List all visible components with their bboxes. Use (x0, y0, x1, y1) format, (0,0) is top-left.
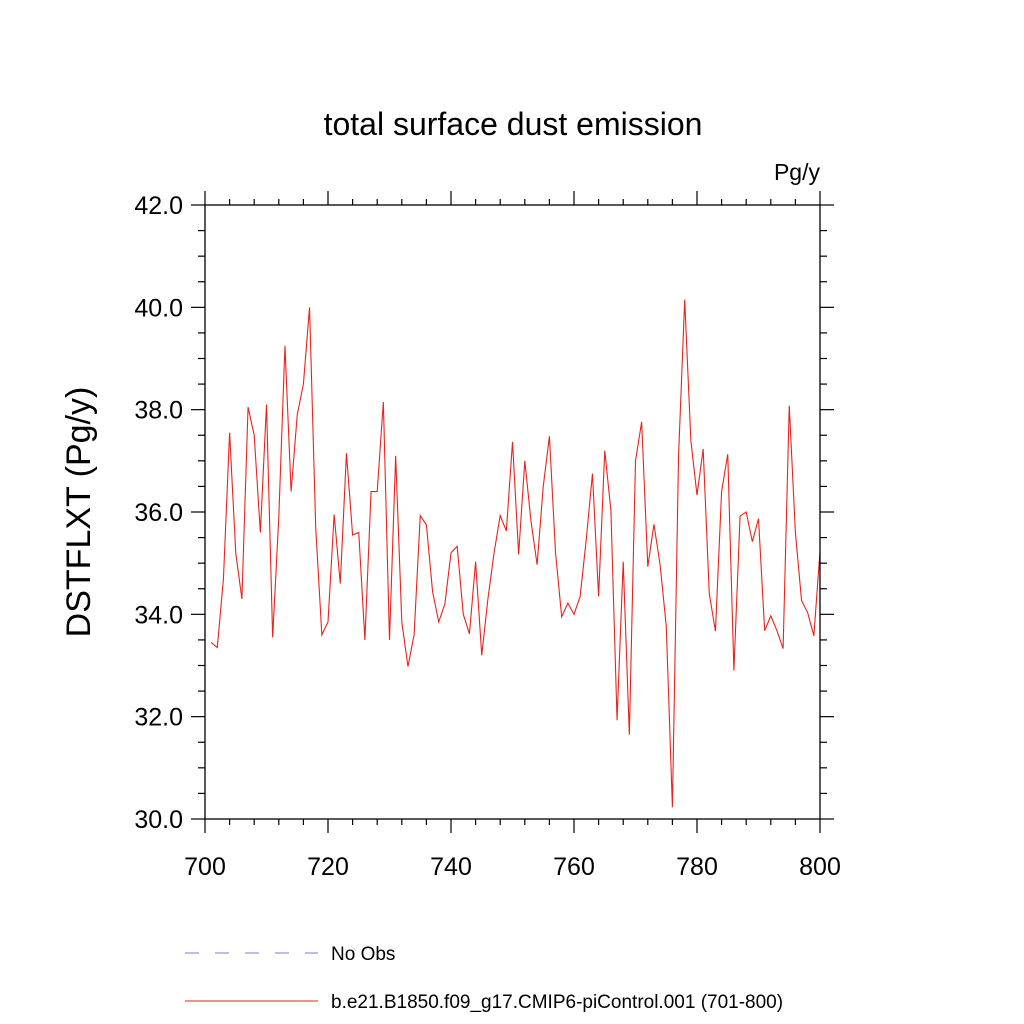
x-tick-label: 800 (799, 853, 841, 881)
series-layer (210, 299, 821, 808)
x-tick-label: 700 (184, 853, 226, 881)
x-tick-label: 720 (307, 853, 349, 881)
y-tick-label: 38.0 (134, 397, 183, 425)
y-tick-label: 40.0 (134, 294, 183, 322)
axis-tick-labels: 700 720 740 760 780 800 30.0 32.0 34.0 36.0 38.0 40… (134, 192, 841, 881)
y-tick-label: 34.0 (134, 601, 183, 629)
legend: No Obs b.e21.B1850.f09_g17.CMIP6-piContr… (185, 944, 783, 1013)
x-tick-label: 760 (553, 853, 595, 881)
y-tick-label: 30.0 (134, 806, 183, 834)
chart-title: total surface dust emission (324, 106, 703, 142)
plot-frame (204, 204, 821, 820)
axis-ticks (191, 191, 834, 833)
series-line-0 (210, 299, 821, 808)
x-tick-label: 780 (676, 853, 718, 881)
y-tick-label: 36.0 (134, 499, 183, 527)
legend-label-model: b.e21.B1850.f09_g17.CMIP6-piControl.001 … (331, 992, 783, 1013)
y-tick-label: 42.0 (134, 192, 183, 220)
y-tick-label: 32.0 (134, 704, 183, 732)
legend-label-no-obs: No Obs (331, 944, 395, 965)
units-label: Pg/y (774, 159, 821, 185)
y-axis-label: DSTFLXT (Pg/y) (60, 387, 98, 638)
x-tick-label: 740 (430, 853, 472, 881)
